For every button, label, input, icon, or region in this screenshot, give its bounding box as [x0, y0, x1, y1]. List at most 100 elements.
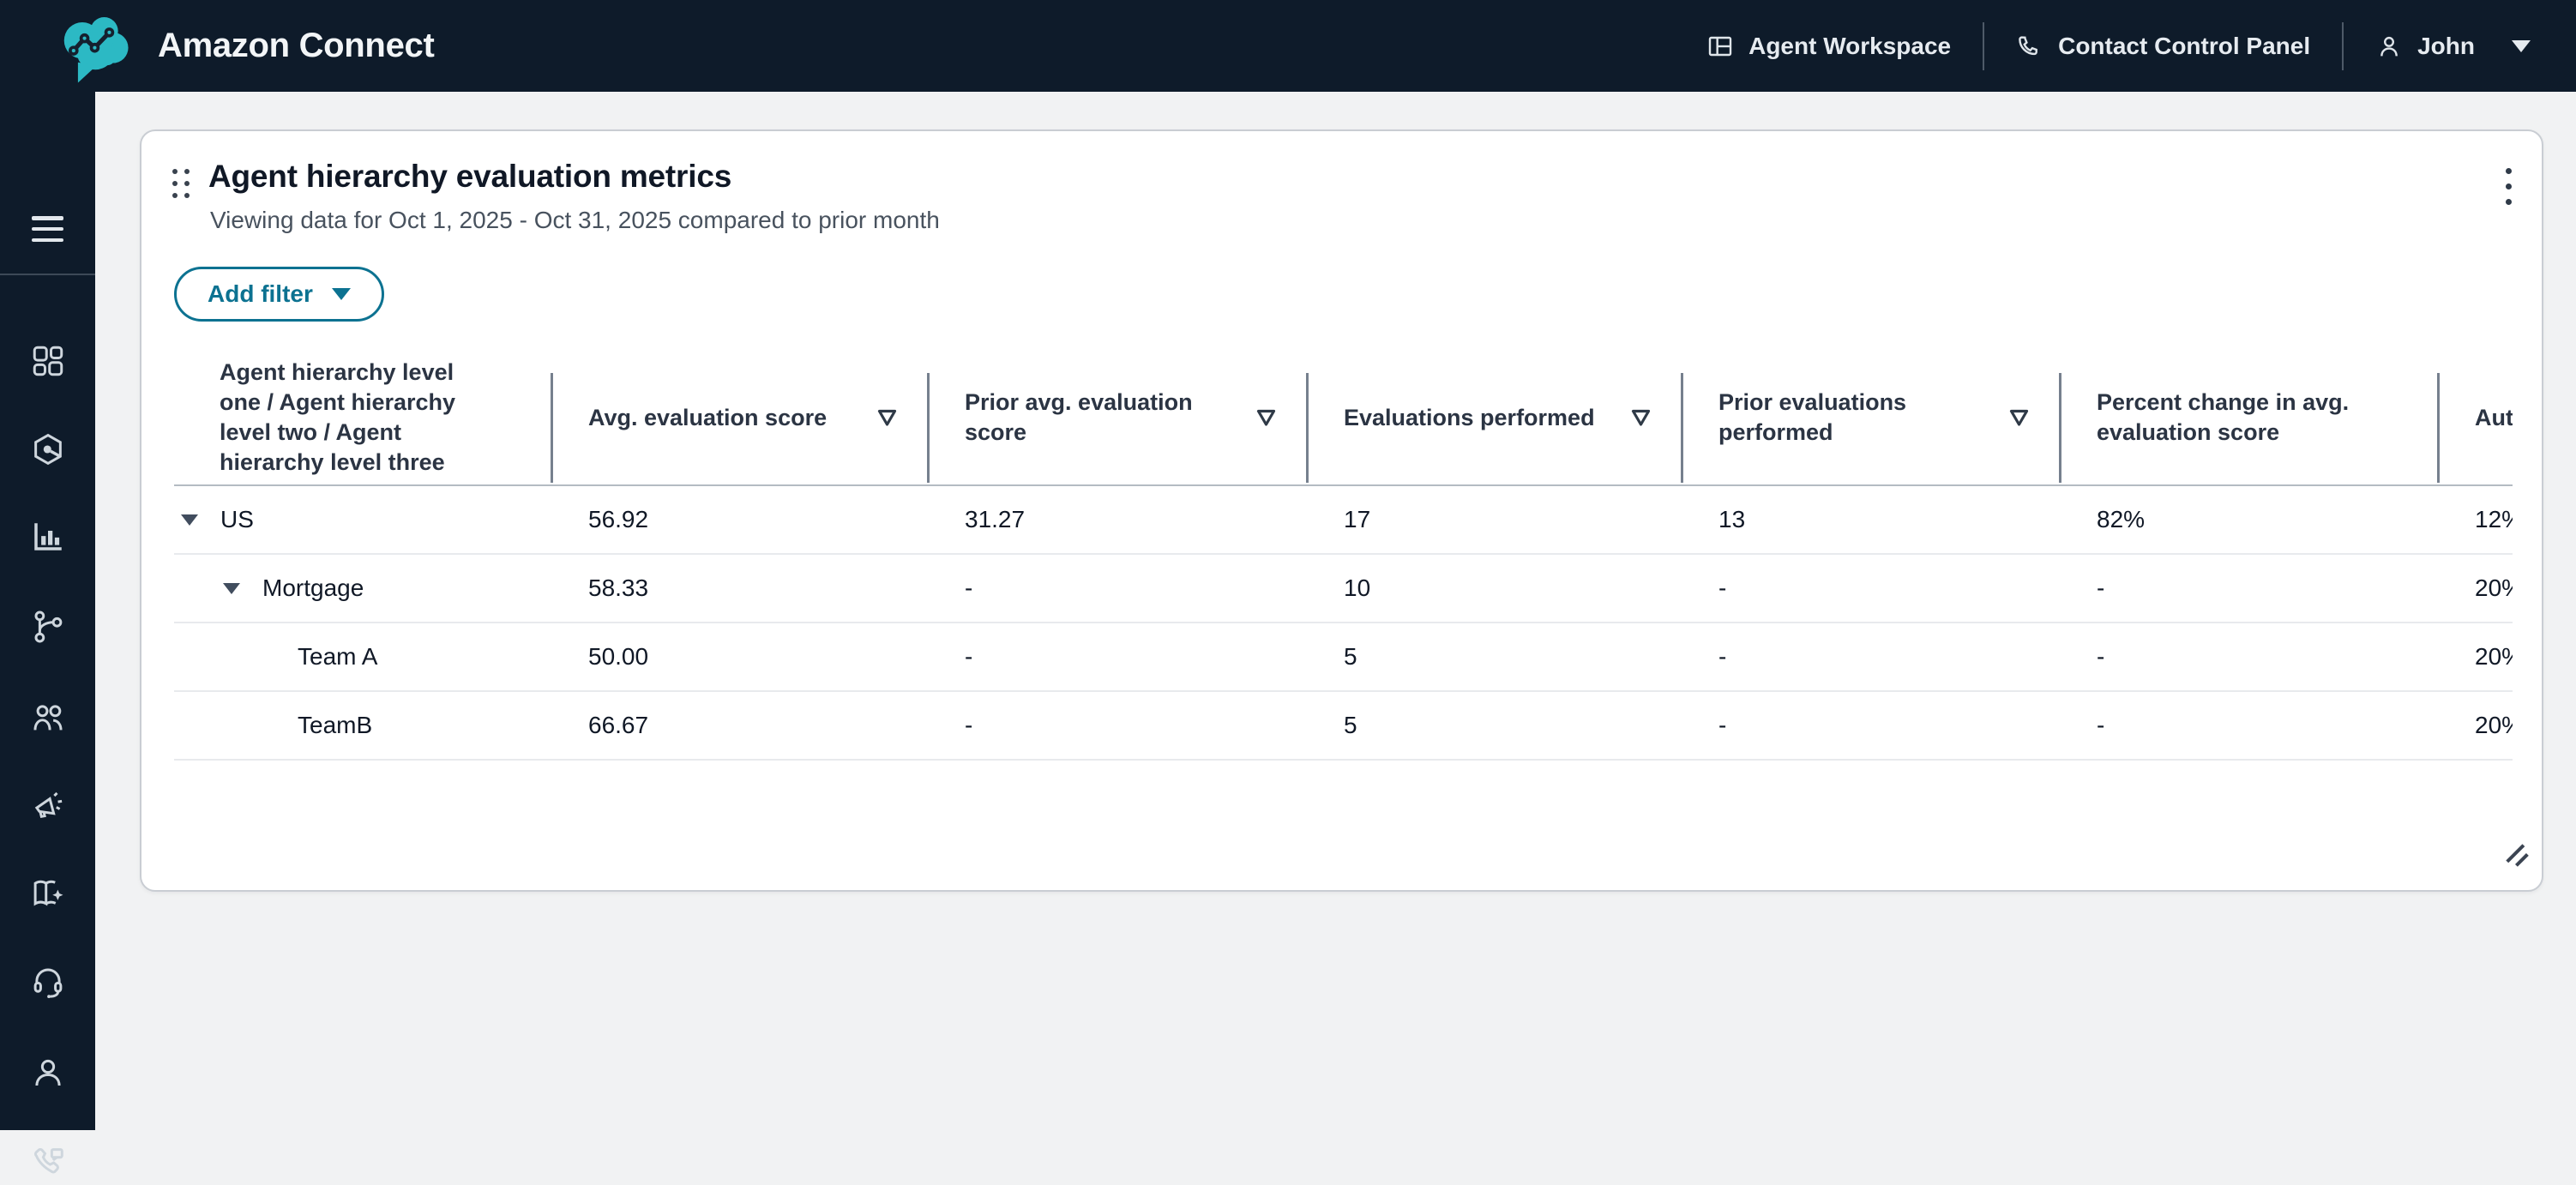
column-header-3[interactable]: Prior avg. evaluation score [927, 351, 1306, 484]
menu-icon [32, 216, 63, 220]
cell: 5 [1344, 643, 1357, 670]
user-icon [2380, 36, 2398, 56]
agent-workspace-label: Agent Workspace [1748, 32, 1952, 59]
table-row-team-a: Team A 50.00 - 5 - - 20% [174, 623, 2513, 692]
cell: 20% [2475, 574, 2513, 601]
top-bar: Amazon Connect Agent Workspace Contact C… [0, 0, 2576, 92]
cell: - [2097, 643, 2105, 670]
column-header-label: Aut [2475, 404, 2513, 430]
cell: 10 [1344, 574, 1371, 601]
row-label: Team A [298, 643, 378, 670]
column-header-5[interactable]: Prior evaluations performed [1681, 351, 2059, 484]
expand-caret-icon[interactable] [223, 582, 240, 594]
column-header-label: Agent hierarchy level one / Agent hierar… [220, 359, 456, 475]
cell: - [965, 574, 973, 601]
main-content: Agent hierarchy evaluation metrics Viewi… [95, 92, 2576, 1130]
agent-workspace-link[interactable]: Agent Workspace [1706, 33, 1951, 60]
add-filter-button[interactable]: Add filter [174, 267, 384, 322]
table-body: US 56.92 31.27 17 13 82% 12% Mortgage 58.33 - 10 - -… [174, 486, 2513, 761]
widget-title: Agent hierarchy evaluation metrics [208, 159, 732, 194]
contact-control-panel-link[interactable]: Contact Control Panel [2016, 33, 2310, 60]
cell: - [1718, 712, 1727, 738]
metrics-table: Agent hierarchy level one / Agent hierar… [174, 351, 2513, 771]
person-icon [35, 1059, 61, 1086]
cell: 31.27 [965, 506, 1026, 532]
left-sidebar [0, 92, 95, 1174]
menu-toggle-button[interactable] [32, 216, 63, 242]
column-header-label: Avg. evaluation score [588, 404, 828, 430]
expand-caret-icon[interactable] [181, 514, 198, 526]
table-row-mortgage: Mortgage 58.33 - 10 - - 20% [174, 555, 2513, 623]
phone-icon [2019, 35, 2038, 55]
sidebar-item-dashboard[interactable] [30, 343, 66, 379]
widget-options-button[interactable] [2486, 160, 2531, 212]
hierarchy-cell: US [174, 486, 551, 553]
cell: 58.33 [588, 574, 649, 601]
column-header-2[interactable]: Avg. evaluation score [551, 351, 927, 484]
sidebar-item-contact-history[interactable] [30, 1145, 66, 1181]
brand: Amazon Connect [53, 7, 435, 86]
workspace-layout-icon [1708, 36, 1732, 56]
cell: - [965, 712, 973, 738]
cell: 12% [2475, 506, 2513, 532]
resize-icon [2506, 844, 2529, 867]
cell: - [2097, 712, 2105, 738]
cell: 56.92 [588, 506, 649, 532]
nav-divider [1983, 21, 1985, 70]
row-label: TeamB [298, 712, 373, 738]
contact-control-panel-label: Contact Control Panel [2058, 32, 2311, 59]
metrics-bar-chart-icon [34, 523, 62, 550]
row-label: Mortgage [262, 574, 364, 601]
widget-subtitle: Viewing data for Oct 1, 2025 - Oct 31, 2… [210, 207, 940, 233]
routing-hexagon-icon [34, 433, 62, 466]
cell: 50.00 [588, 643, 649, 670]
column-header-label: Prior evaluations performed [1718, 389, 1907, 445]
table-row-us: US 56.92 31.27 17 13 82% 12% [174, 486, 2513, 555]
sidebar-item-campaigns[interactable] [30, 788, 66, 824]
chevron-down-icon [331, 288, 351, 300]
column-header-label: Prior avg. evaluation score [965, 389, 1193, 445]
sidebar-item-profile[interactable] [30, 1055, 66, 1091]
filter-icon[interactable] [876, 408, 898, 428]
app-title: Amazon Connect [158, 27, 435, 64]
sidebar-item-users[interactable] [30, 700, 66, 736]
filter-icon[interactable] [1255, 408, 1277, 428]
hierarchy-cell: TeamB [174, 692, 551, 759]
sidebar-item-routing[interactable] [30, 431, 66, 467]
campaigns-megaphone-icon [34, 791, 63, 818]
kebab-menu-icon [2505, 167, 2512, 174]
table-header-row: Agent hierarchy level one / Agent hierar… [174, 351, 2513, 486]
drag-handle[interactable] [172, 169, 190, 198]
sidebar-item-metrics[interactable] [30, 519, 66, 555]
column-header-6: Percent change in avg. evaluation score [2059, 351, 2437, 484]
column-header-label: Percent change in avg. evaluation score [2097, 389, 2350, 445]
column-header-4[interactable]: Evaluations performed [1306, 351, 1681, 484]
user-name: John [2417, 32, 2475, 59]
sidebar-item-knowledge[interactable] [30, 875, 66, 911]
user-menu[interactable]: John [2375, 33, 2531, 60]
nav-divider [2342, 21, 2344, 70]
table-row-teamb: TeamB 66.67 - 5 - - 20% [174, 692, 2513, 761]
filter-icon[interactable] [1630, 408, 1652, 428]
chevron-down-icon [2512, 39, 2531, 52]
cell: - [1718, 643, 1727, 670]
cell: 5 [1344, 712, 1357, 738]
top-navigation: Agent Workspace Contact Control Panel Jo… [1706, 21, 2531, 70]
column-header-7: Aut [2437, 351, 2513, 484]
amazon-connect-logo-icon [63, 16, 129, 82]
users-group-icon [33, 705, 63, 731]
cell: 13 [1718, 506, 1746, 532]
resize-handle[interactable] [2501, 839, 2532, 870]
sidebar-item-flows[interactable] [30, 609, 66, 645]
knowledge-book-sparkle-icon [33, 880, 63, 906]
filter-icon[interactable] [2008, 408, 2030, 428]
cell: 66.67 [588, 712, 649, 738]
sidebar-divider [0, 274, 95, 275]
dashboard-grid-icon [33, 346, 63, 376]
phone-message-icon [33, 1148, 63, 1174]
sidebar-item-agent-assist[interactable] [30, 964, 66, 1000]
cell: 20% [2475, 643, 2513, 670]
column-header-label: Evaluations performed [1344, 404, 1595, 430]
flows-branch-icon [34, 611, 63, 643]
